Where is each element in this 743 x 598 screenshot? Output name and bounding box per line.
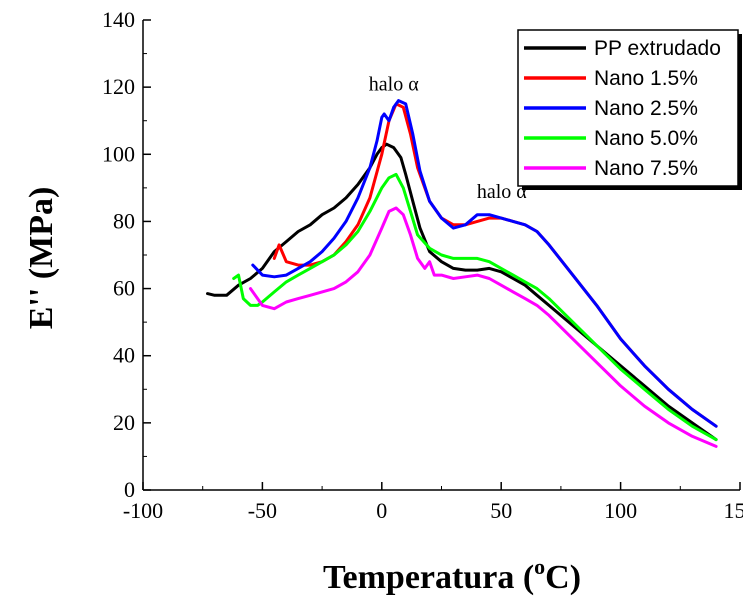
x-tick-label: -50	[248, 498, 277, 523]
series-layer	[206, 99, 718, 448]
legend-label: PP extrudado	[594, 37, 721, 60]
series-line-4	[232, 172, 718, 442]
x-axis-title-end: C)	[545, 559, 581, 596]
series-line-3	[251, 99, 718, 428]
y-axis: 0 20 40 60 80 100 120 140	[102, 7, 151, 502]
y-tick-label: 0	[124, 477, 135, 502]
legend-label: Nano 7.5%	[594, 157, 698, 180]
x-axis-title-sup: o	[534, 554, 545, 579]
x-tick-label: 100	[604, 498, 637, 523]
series-line-5	[249, 206, 718, 448]
series-line-1	[206, 142, 718, 442]
y-tick-label: 100	[102, 141, 135, 166]
x-tick-label: 50	[490, 498, 512, 523]
y-tick-label: 80	[113, 208, 135, 233]
y-tick-label: 140	[102, 7, 135, 32]
y-axis-title: E'' (MPa)	[23, 187, 60, 330]
legend-label: Nano 2.5%	[594, 97, 698, 120]
legend: PP extrudado Nano 1.5% Nano 2.5% Nano 5.0% N…	[517, 29, 742, 190]
annotation-2: halo α'	[477, 181, 531, 203]
x-tick-label: -100	[123, 498, 163, 523]
legend-label: Nano 5.0%	[594, 127, 698, 150]
y-tick-label: 20	[113, 410, 135, 435]
legend-label: Nano 1.5%	[594, 67, 698, 90]
x-tick-label: 0	[376, 498, 387, 523]
x-tick-label: 150	[724, 498, 743, 523]
y-tick-label: 60	[113, 276, 135, 301]
x-axis-title: Temperatura (oC)	[323, 554, 581, 596]
annotations: halo α halo α'	[369, 74, 531, 203]
x-axis: -100 -50 0 50 100 150	[123, 482, 743, 523]
annotation-1: halo α	[369, 74, 419, 96]
y-tick-label: 40	[113, 343, 135, 368]
y-tick-label: 120	[102, 74, 135, 99]
x-axis-title-main: Temperatura (	[323, 559, 534, 596]
